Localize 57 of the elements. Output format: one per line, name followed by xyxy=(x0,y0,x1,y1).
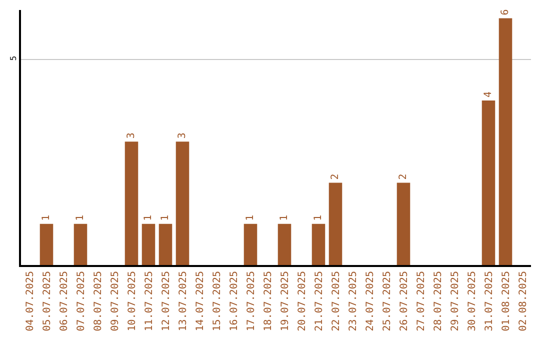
data-label: 1 xyxy=(245,214,256,221)
bar xyxy=(312,224,326,265)
y-tick-label: 5 xyxy=(8,56,18,61)
x-tick-label: 16.07.2025 xyxy=(228,271,240,332)
x-tick-label: 27.07.2025 xyxy=(416,271,427,332)
x-tick-label: 20.07.2025 xyxy=(296,271,308,332)
data-label: 6 xyxy=(500,9,511,16)
x-tick-label: 31.07.2025 xyxy=(484,271,495,332)
bar xyxy=(74,224,88,265)
x-tick-label: 24.07.2025 xyxy=(364,271,376,332)
x-tick-label: 19.07.2025 xyxy=(280,271,291,332)
bar xyxy=(40,224,54,265)
x-tick-label: 12.07.2025 xyxy=(160,271,172,332)
x-tick-label: 23.07.2025 xyxy=(348,271,359,332)
bar xyxy=(158,224,172,265)
x-tick-label: 01.08.2025 xyxy=(500,271,512,332)
x-tick-label: 15.07.2025 xyxy=(212,271,223,332)
x-tick-label: 09.07.2025 xyxy=(110,271,121,332)
bar xyxy=(124,142,138,265)
bar xyxy=(142,224,156,265)
data-label: 3 xyxy=(177,132,188,139)
bar xyxy=(328,182,342,265)
x-tick-label: 25.07.2025 xyxy=(382,271,393,332)
x-tick-label: 11.07.2025 xyxy=(144,271,155,332)
x-tick-label: 06.07.2025 xyxy=(58,271,70,332)
x-tick-label: 02.08.2025 xyxy=(518,271,529,332)
bar xyxy=(176,142,190,265)
data-label: 1 xyxy=(41,214,52,221)
x-tick-label: 17.07.2025 xyxy=(246,271,257,332)
bar xyxy=(498,18,512,265)
x-tick-label: 21.07.2025 xyxy=(314,271,325,332)
data-label: 1 xyxy=(143,214,154,221)
bar xyxy=(396,182,410,265)
x-tick-label: 22.07.2025 xyxy=(330,271,342,332)
data-label: 3 xyxy=(126,132,137,139)
x-tick-label: 14.07.2025 xyxy=(194,271,206,332)
x-tick-label: 04.07.2025 xyxy=(24,271,36,332)
data-label: 2 xyxy=(330,174,341,180)
data-label: 1 xyxy=(313,214,324,221)
data-label: 1 xyxy=(279,214,290,221)
bar xyxy=(482,100,496,265)
data-label: 1 xyxy=(160,214,171,221)
x-tick-label: 26.07.2025 xyxy=(398,271,410,332)
x-tick-label: 10.07.2025 xyxy=(126,271,138,332)
x-tick-label: 07.07.2025 xyxy=(76,271,87,332)
bar xyxy=(244,224,258,265)
x-tick-label: 05.07.2025 xyxy=(42,271,53,332)
data-label: 2 xyxy=(398,174,409,180)
data-label: 1 xyxy=(75,214,86,221)
bar xyxy=(278,224,292,265)
x-tick-label: 30.07.2025 xyxy=(466,271,478,332)
x-tick-label: 29.07.2025 xyxy=(450,271,461,332)
x-tick-label: 13.07.2025 xyxy=(178,271,189,332)
x-tick-label: 18.07.2025 xyxy=(262,271,274,332)
x-tick-label: 08.07.2025 xyxy=(92,271,104,332)
data-label: 4 xyxy=(483,91,494,98)
x-tick-label: 28.07.2025 xyxy=(432,271,444,332)
